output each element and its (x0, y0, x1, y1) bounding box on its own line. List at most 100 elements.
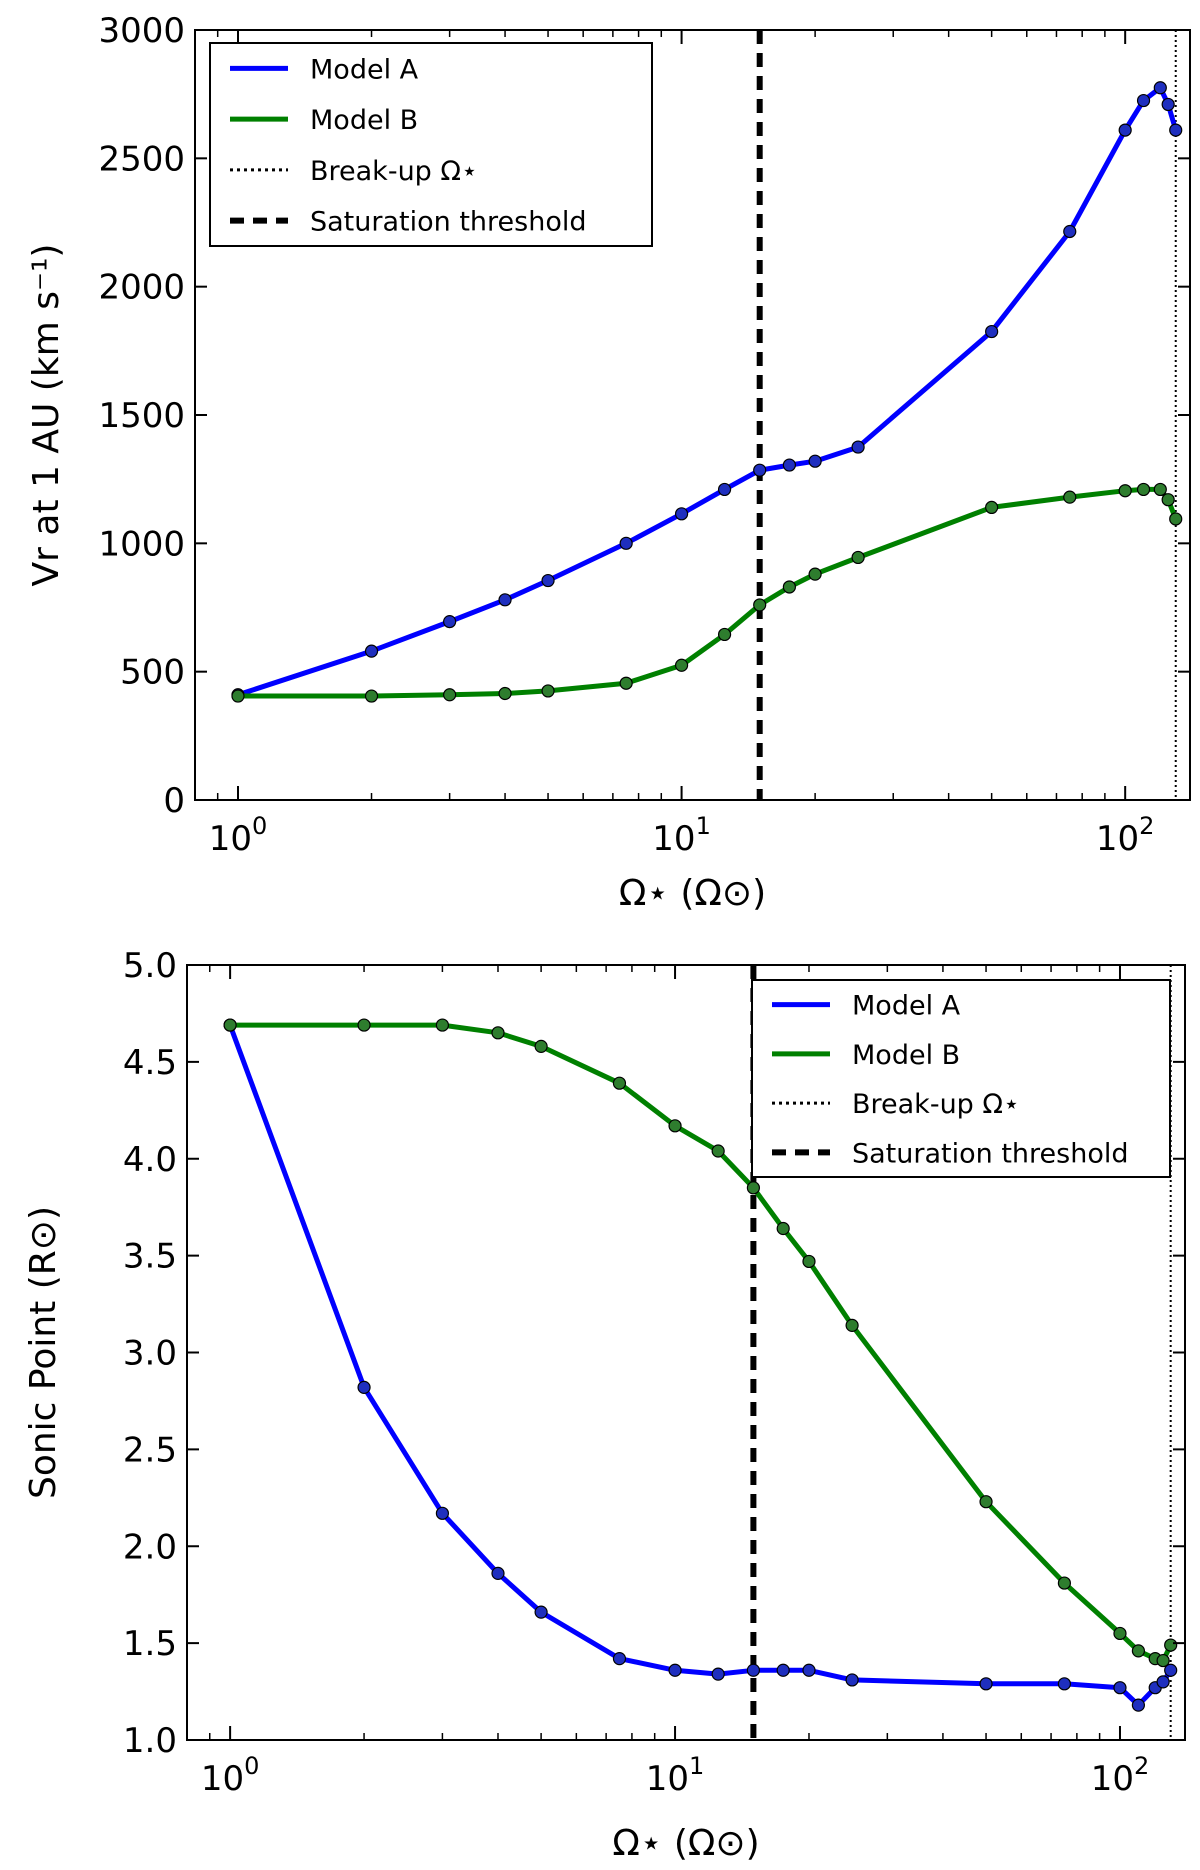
y-tick-label: 1.5 (123, 1624, 177, 1664)
model-b-point (979, 1495, 993, 1509)
model-b-point (1118, 484, 1132, 498)
model-a-point (1118, 123, 1132, 137)
model-b-point (1161, 493, 1175, 507)
model-b-point (1156, 1653, 1170, 1668)
model-a-point (364, 644, 379, 658)
x-tick-label-base: 10 (1091, 1759, 1134, 1799)
x-tick-label-exponent: 2 (1139, 812, 1154, 840)
model-b-point (711, 1144, 725, 1158)
model-a-point (674, 507, 689, 521)
legend: Model A Model B Break-up Ω⋆ Saturation thre… (751, 979, 1171, 1178)
y-tick-label: 1000 (98, 524, 185, 564)
legend-label: Model A (852, 991, 961, 1022)
legend-label: Model B (852, 1040, 960, 1071)
model-b-point (782, 580, 796, 594)
legend-box (209, 42, 653, 247)
model-a-point (1169, 123, 1183, 137)
legend-label: Break-up Ω⋆ (310, 156, 478, 187)
x-tick-label-exponent: 0 (252, 812, 267, 840)
x-tick-label-exponent: 0 (244, 1752, 259, 1780)
model-b-point (498, 686, 512, 701)
model-a-point (979, 1677, 993, 1691)
model-a-point (435, 1506, 450, 1520)
x-axis-label: Ω⋆ (Ω⊙) (619, 873, 766, 914)
model-b-point (851, 550, 865, 565)
y-axis-label: Sonic Point (R⊙) (23, 1206, 64, 1499)
x-tick-label-exponent: 2 (1134, 1752, 1149, 1780)
x-tick-label-exponent: 1 (696, 812, 711, 840)
model-a-point (1063, 224, 1077, 239)
legend-label: Break-up Ω⋆ (852, 1089, 1020, 1120)
model-b-series-line (238, 486, 1179, 699)
model-b-point (1063, 490, 1077, 504)
model-a-point (1164, 1663, 1178, 1677)
model-b-point (985, 500, 999, 514)
model-b-point (674, 658, 689, 672)
legend-label: Model B (310, 105, 418, 136)
model-b-point (357, 1018, 371, 1032)
model-a-point (802, 1663, 816, 1677)
model-a-point (1131, 1698, 1145, 1712)
legend-label: Saturation threshold (852, 1138, 1129, 1169)
y-axis-label: Vr at 1 AU (km s⁻¹) (26, 244, 67, 587)
model-b-point (364, 689, 379, 703)
model-b-point (1057, 1576, 1071, 1590)
model-a-point (1153, 81, 1167, 95)
y-tick-label: 0 (163, 781, 185, 821)
model-a-point (851, 440, 865, 454)
model-b-point (443, 688, 457, 702)
y-tick-label: 1500 (98, 396, 185, 436)
x-tick-label-base: 10 (201, 1759, 244, 1799)
x-tick-label: 101 (646, 1752, 705, 1799)
y-tick-label: 3.0 (123, 1334, 177, 1374)
model-a-point (746, 1663, 760, 1677)
model-a-point (1057, 1677, 1071, 1691)
x-tick-label-base: 10 (646, 1759, 689, 1799)
model-b-point (746, 1181, 760, 1195)
model-a-point (541, 573, 555, 588)
x-tick-label-exponent: 1 (689, 1752, 704, 1780)
model-a-point (1161, 97, 1175, 112)
model-a-point (357, 1380, 371, 1394)
model-b-point (491, 1026, 505, 1040)
model-b-point (435, 1018, 450, 1032)
y-tick-label: 4.5 (123, 1043, 177, 1083)
model-a-point (619, 536, 633, 550)
x-tick-label: 100 (201, 1752, 260, 1799)
model-b-point (668, 1119, 682, 1133)
model-a-point (985, 324, 999, 339)
model-b-point (541, 684, 555, 698)
model-a-point (782, 458, 796, 472)
model-b-point (717, 627, 732, 642)
y-tick-label: 500 (120, 653, 185, 693)
x-tick-label-base: 10 (652, 819, 695, 859)
model-b-point (1113, 1626, 1127, 1641)
model-a-point (1156, 1675, 1170, 1689)
model-a-point (808, 454, 822, 468)
x-tick-label: 102 (1096, 812, 1155, 859)
y-tick-label: 2.5 (123, 1430, 177, 1470)
model-a-point (845, 1673, 859, 1687)
y-tick-label: 1.0 (123, 1721, 177, 1761)
model-b-point (223, 1018, 237, 1032)
legend: Model A Model B Break-up Ω⋆ Saturation thre… (209, 42, 653, 247)
model-b-point (1136, 482, 1151, 497)
model-a-point (753, 463, 767, 477)
model-a-point (612, 1652, 627, 1666)
model-b-point (802, 1254, 816, 1269)
model-b-point (808, 567, 822, 581)
x-tick-label-base: 10 (209, 819, 252, 859)
model-b-point (1153, 482, 1167, 497)
legend-box (751, 979, 1171, 1178)
model-b-point (619, 676, 633, 690)
x-axis-label: Ω⋆ (Ω⊙) (612, 1823, 759, 1864)
y-tick-label: 3.5 (123, 1237, 177, 1277)
model-a-point (668, 1663, 682, 1677)
y-tick-label: 2500 (98, 139, 185, 179)
model-a-point (776, 1663, 790, 1677)
y-tick-label: 2000 (98, 268, 185, 308)
model-a-point (443, 615, 457, 629)
model-a-point (717, 482, 732, 497)
